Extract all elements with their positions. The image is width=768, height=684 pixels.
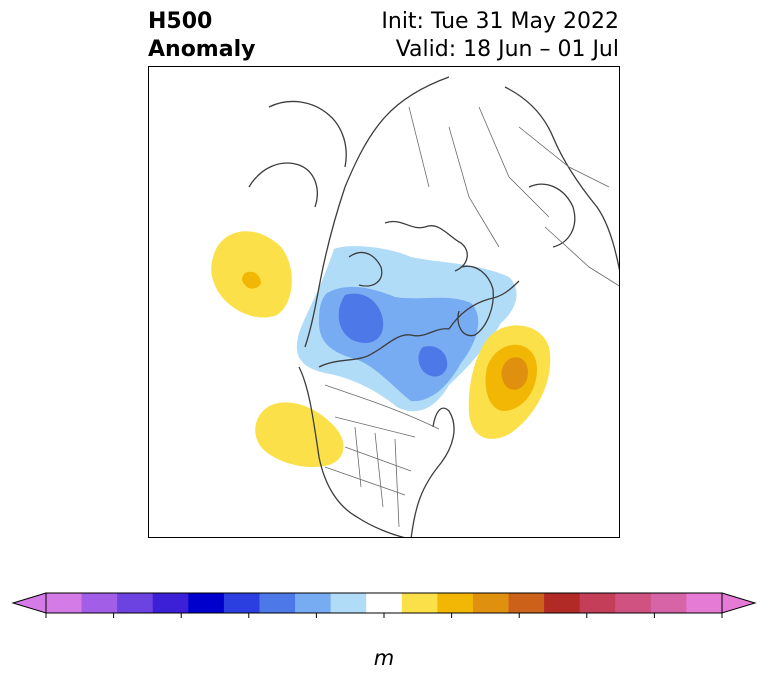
arctic-negative-anomaly-core <box>338 293 384 343</box>
coastlines <box>248 76 619 537</box>
colorbar-cell <box>650 593 687 613</box>
colorbar-unit-label: m <box>373 646 395 670</box>
ne-pacific-positive-core <box>242 271 261 289</box>
chart-title: H500 Anomaly <box>148 8 255 64</box>
colorbar-cells <box>46 593 723 613</box>
colorbar-cell <box>472 593 510 613</box>
colorbar-tick-label: -20 <box>304 622 329 624</box>
colorbar-cell <box>437 593 474 613</box>
title-anomaly: Anomaly <box>148 37 256 62</box>
n-atlantic-positive-core <box>501 357 528 390</box>
colorbar-cell <box>259 593 296 613</box>
colorbar-cell <box>152 593 189 613</box>
anomaly-map <box>211 76 619 537</box>
colorbar-tick-label: 0 <box>379 622 389 624</box>
colorbar-cell <box>81 593 118 613</box>
colorbar-cell <box>188 593 225 613</box>
colorbar-low-extension <box>11 592 47 614</box>
colorbar-cell <box>117 593 154 613</box>
colorbar-cell <box>46 593 83 613</box>
colorbar-ticks: -100 -80 -60 -40 -20 0 20 40 60 80 100 <box>29 613 736 624</box>
colorbar-tick-label: 20 <box>442 622 461 624</box>
colorbar-cell <box>295 593 332 613</box>
colorbar-cell <box>223 593 260 613</box>
colorbar: -100 -80 -60 -40 -20 0 20 40 60 80 100 <box>11 592 757 624</box>
init-date: Init: Tue 31 May 2022 <box>381 9 619 34</box>
colorbar-cell <box>508 593 545 613</box>
colorbar-tick-label: -80 <box>101 622 126 624</box>
colorbar-cell <box>615 593 652 613</box>
colorbar-tick-label: -100 <box>29 622 63 624</box>
colorbar-tick-label: 60 <box>577 622 596 624</box>
political-boundaries <box>324 106 619 528</box>
arctic-negative-anomaly-core-east <box>418 346 448 377</box>
colorbar-tick-label: -40 <box>237 622 262 624</box>
colorbar-tick-label: 100 <box>708 622 737 624</box>
colorbar-cell <box>686 593 723 613</box>
title-variable: H500 <box>148 9 213 34</box>
colorbar-tick-label: 80 <box>645 622 664 624</box>
colorbar-tick-label: -60 <box>169 622 194 624</box>
colorbar-cell <box>366 593 403 613</box>
colorbar-cell <box>544 593 581 613</box>
w-us-positive-anomaly <box>255 402 344 468</box>
map-panel <box>148 66 620 538</box>
colorbar-high-extension <box>721 592 757 614</box>
colorbar-tick-label: 40 <box>510 622 529 624</box>
forecast-info: Init: Tue 31 May 2022 Valid: 18 Jun – 01… <box>381 8 619 64</box>
colorbar-cell <box>401 593 438 613</box>
valid-range: Valid: 18 Jun – 01 Jul <box>395 37 619 62</box>
colorbar-cell <box>330 593 367 613</box>
colorbar-cell <box>579 593 616 613</box>
